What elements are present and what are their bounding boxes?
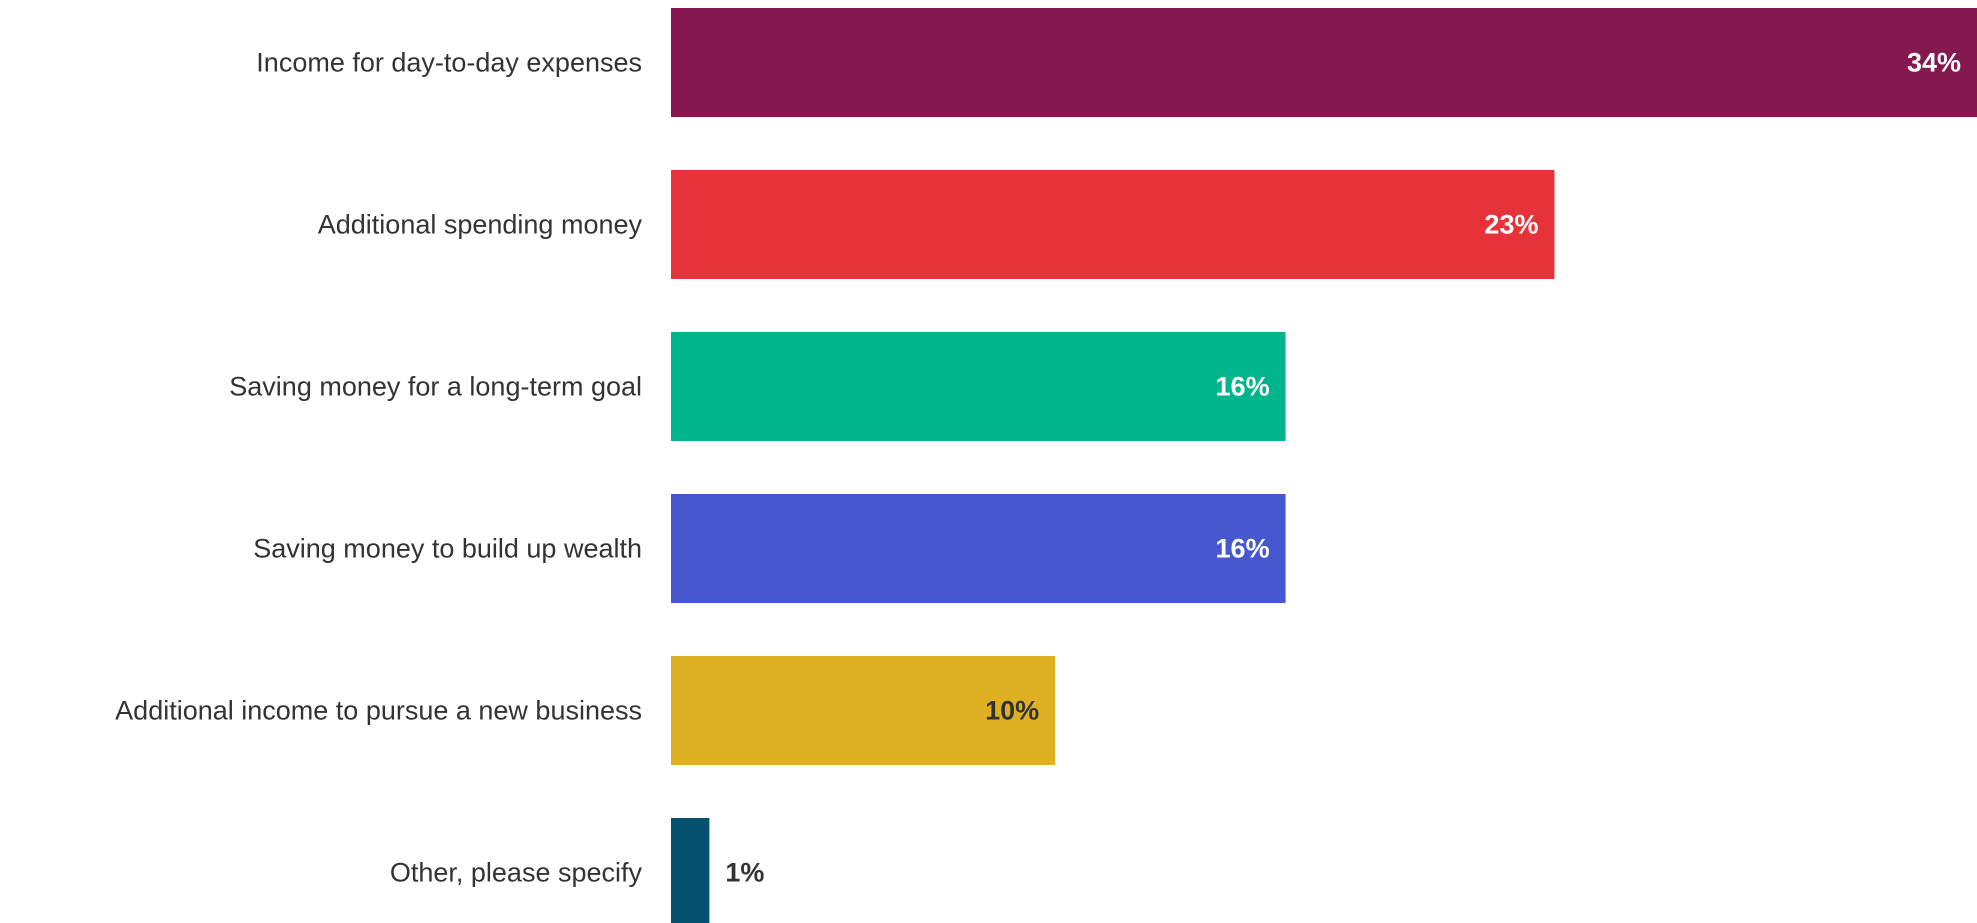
bar-5 bbox=[671, 656, 1056, 765]
bar-1 bbox=[671, 8, 1977, 117]
category-label: Other, please specify bbox=[390, 858, 643, 888]
bar-2 bbox=[671, 170, 1555, 279]
value-label: 16% bbox=[1216, 372, 1270, 402]
value-label: 34% bbox=[1907, 48, 1961, 78]
category-label: Saving money to build up wealth bbox=[253, 534, 642, 564]
labels-layer: Income for day-to-day expenses 34% Additio… bbox=[115, 48, 1961, 888]
bar-4 bbox=[671, 494, 1286, 603]
value-label: 1% bbox=[725, 858, 764, 888]
category-label: Income for day-to-day expenses bbox=[256, 48, 642, 78]
bar-3 bbox=[671, 332, 1286, 441]
value-label: 16% bbox=[1216, 534, 1270, 564]
bars-layer bbox=[671, 8, 1977, 923]
category-label: Additional income to pursue a new busine… bbox=[115, 696, 642, 726]
category-label: Saving money for a long-term goal bbox=[229, 372, 642, 402]
bar-6 bbox=[671, 818, 710, 923]
value-label: 23% bbox=[1484, 210, 1538, 240]
value-label: 10% bbox=[985, 696, 1039, 726]
category-label: Additional spending money bbox=[318, 210, 643, 240]
